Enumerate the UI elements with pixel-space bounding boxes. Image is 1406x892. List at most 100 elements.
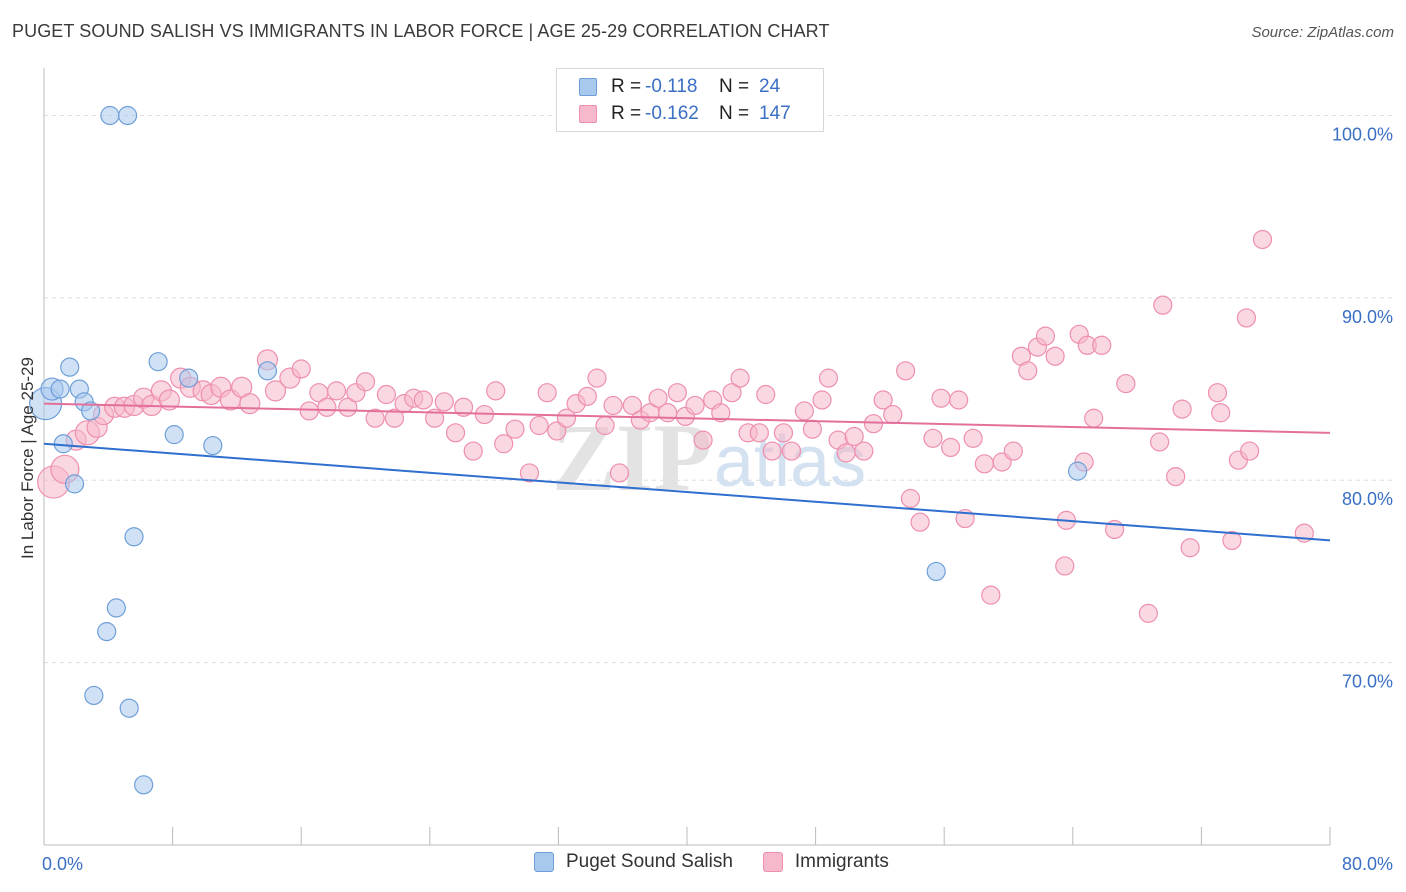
legend-swatch-salish [579,78,597,96]
data-point [106,598,126,618]
data-point [730,368,750,388]
data-point [910,512,930,532]
data-point [326,381,347,401]
data-point [1252,229,1273,250]
data-point [463,441,483,461]
data-point [609,463,630,483]
data-point [1116,373,1136,394]
x-tick-label: 0.0% [42,854,83,874]
y-tick-label: 70.0% [1342,672,1393,692]
stats-legend: R = -0.118 N = 24 R = -0.162 N = 147 [556,68,824,132]
data-point [60,357,80,377]
data-point [434,392,454,412]
legend-label-salish: Puget Sound Salish [566,851,733,872]
data-point [338,397,358,417]
data-point [537,383,557,403]
data-point [667,383,687,403]
data-point [931,388,951,408]
data-point [658,403,678,423]
data-point [1092,335,1112,355]
data-point [900,488,921,509]
legend-n-label: N = [719,103,750,124]
y-axis-label: In Labor Force | Age 25-29 [18,357,37,559]
legend-swatch-immigrants [762,852,783,872]
data-point [722,383,742,403]
data-point [1166,466,1186,487]
legend-item-immigrants[interactable]: Immigrants [762,851,889,873]
data-point [873,390,893,410]
data-point [941,437,961,458]
data-point [413,390,433,410]
legend-n-value: 24 [759,76,781,97]
data-point [1207,383,1228,403]
data-point [556,408,577,428]
data-point [1240,441,1260,461]
y-tick-label: 100.0% [1332,124,1393,144]
data-point [1180,538,1200,558]
data-point [291,359,311,379]
data-point [1045,346,1065,366]
legend-swatch-immigrants [579,105,597,123]
axes [43,68,1331,846]
data-point [749,423,769,443]
data-point [836,443,856,463]
data-point [117,105,138,126]
data-point [854,441,874,461]
data-point [949,390,969,410]
data-point [844,426,864,447]
data-point [923,428,943,448]
data-point [239,393,261,415]
data-point [124,527,144,547]
data-point [863,414,884,434]
data-point [794,401,814,421]
data-point [445,423,466,443]
data-point [376,384,396,405]
salish-points [29,105,1088,795]
legend-r-value: -0.118 [645,76,698,97]
data-point [1003,441,1023,461]
legend-row-salish: R = -0.118 N = 24 [579,75,780,99]
data-point [1150,432,1170,452]
data-point [812,390,832,410]
data-point [203,435,223,456]
data-point [1172,399,1192,419]
x-tick-label: 80.0% [1342,854,1393,874]
data-point [974,454,994,474]
data-point [802,419,822,439]
trend-lines [43,402,1331,542]
data-point [547,421,567,441]
data-point [818,368,839,388]
data-point [494,434,514,454]
legend-r-value: -0.162 [645,103,699,124]
data-point [1222,530,1242,551]
data-point [119,698,139,718]
data-point [1138,603,1158,623]
data-point [756,384,776,405]
legend-label-immigrants: Immigrants [794,851,889,872]
trend-line-salish [43,442,1331,542]
y-tick-label: 80.0% [1342,489,1393,509]
y-tick-label: 90.0% [1342,307,1393,327]
data-point [781,441,802,461]
data-point [365,408,385,428]
data-point [622,395,642,416]
data-point [595,415,615,436]
data-point [164,425,184,445]
data-point [883,404,903,425]
data-point [50,379,70,399]
legend-n-label: N = [719,76,750,97]
data-point [685,395,705,416]
data-point [384,408,405,428]
data-point [603,395,623,416]
legend-n-value: 147 [759,103,791,124]
data-point [926,561,946,582]
data-point [773,423,794,443]
data-point [134,775,154,795]
data-point [453,397,474,417]
legend-item-salish[interactable]: Puget Sound Salish [534,851,733,873]
data-point [1084,408,1104,428]
data-point [577,386,597,406]
trend-line-immigrants [43,402,1331,434]
data-point [981,585,1001,605]
